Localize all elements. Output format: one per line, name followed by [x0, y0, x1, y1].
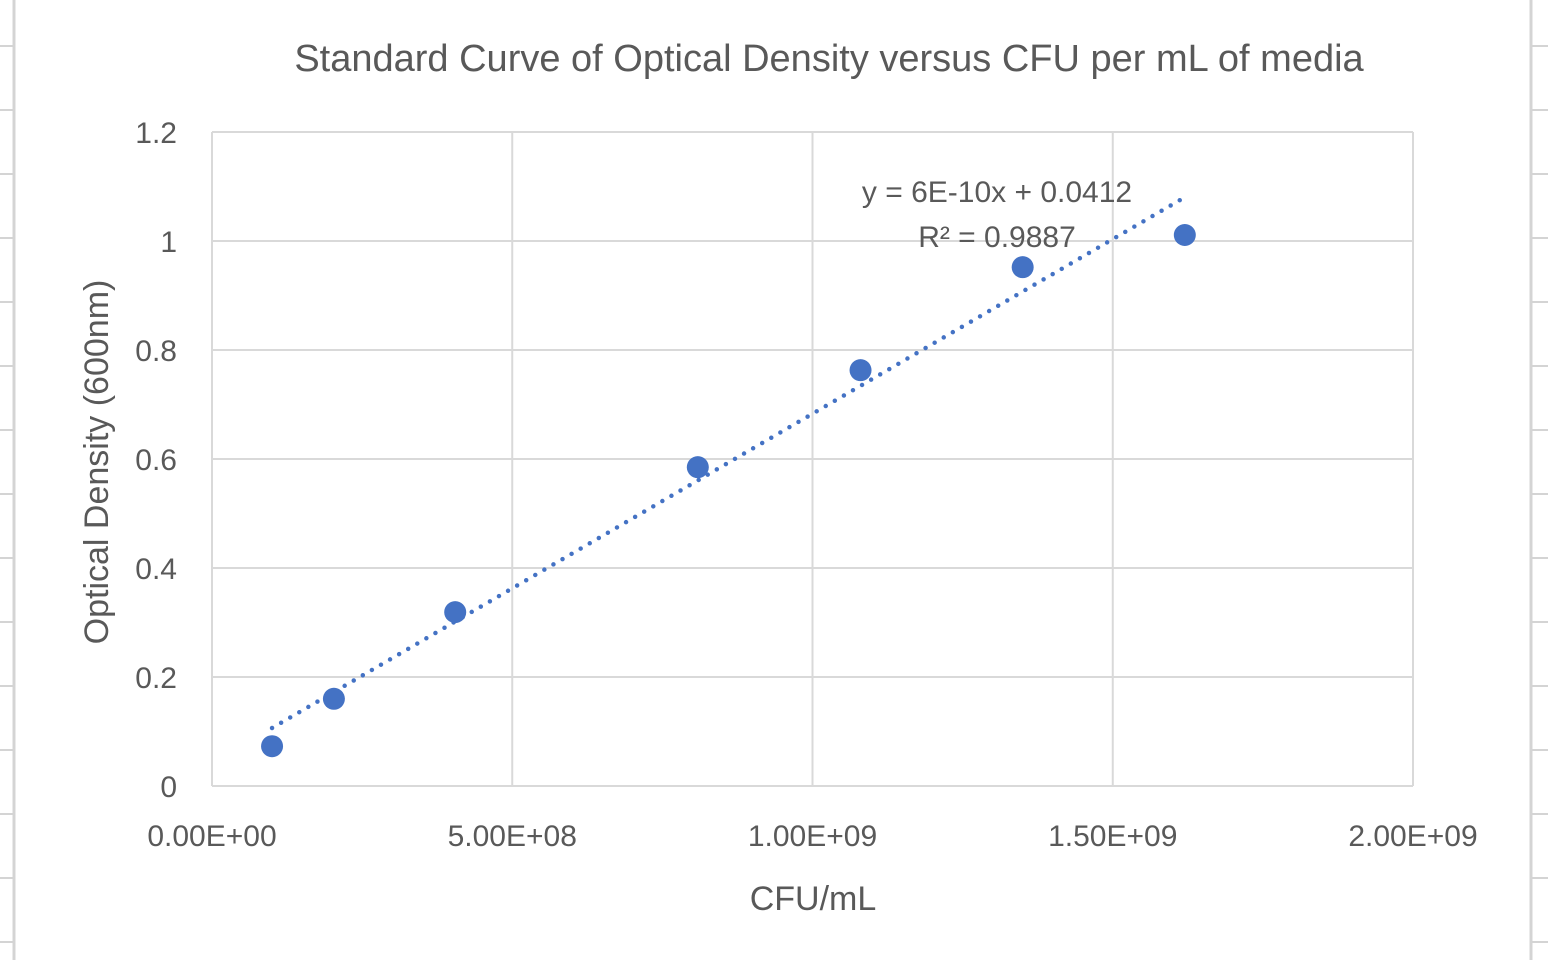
trendline-path [269, 195, 1188, 731]
x-tick-label: 0.00E+00 [147, 820, 276, 853]
x-tick-label: 1.50E+09 [1048, 820, 1177, 853]
y-tick-label: 0.6 [135, 444, 177, 477]
trendline [269, 195, 1188, 731]
x-tick-label: 2.00E+09 [1348, 820, 1477, 853]
trendline-equation: y = 6E-10x + 0.0412 [862, 176, 1132, 209]
chart-title: Standard Curve of Optical Density versus… [294, 38, 1364, 80]
y-tick-label: 1.2 [135, 117, 177, 150]
y-axis-label: Optical Density (600nm) [78, 280, 116, 645]
data-point [686, 456, 709, 479]
chart-gridlines [211, 131, 1414, 787]
x-axis-label: CFU/mL [750, 880, 877, 918]
y-tick-label: 0.2 [135, 662, 177, 695]
y-tick-label: 1 [160, 226, 177, 259]
data-point [261, 735, 284, 758]
data-points [261, 224, 1196, 758]
y-tick-label: 0.4 [135, 553, 177, 586]
x-tick-label: 1.00E+09 [748, 820, 877, 853]
data-point [322, 687, 345, 710]
x-tick-labels: 0.00E+00 5.00E+08 1.00E+09 1.50E+09 2.00E+09 [147, 820, 1477, 853]
y-tick-label: 0.8 [135, 335, 177, 368]
data-point [1011, 256, 1034, 279]
data-point [444, 601, 467, 624]
data-point [849, 359, 872, 382]
data-point [1173, 224, 1196, 247]
y-tick-labels: 0 0.2 0.4 0.6 0.8 1 1.2 [135, 117, 177, 804]
trendline-r-squared: R² = 0.9887 [918, 221, 1076, 254]
x-tick-label: 5.00E+08 [448, 820, 577, 853]
y-tick-label: 0 [160, 771, 177, 804]
